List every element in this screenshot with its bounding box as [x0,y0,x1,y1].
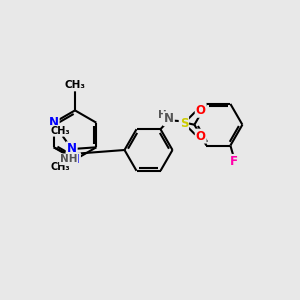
Text: S: S [180,117,188,130]
Text: N: N [49,116,59,129]
Text: N: N [67,142,77,155]
Text: CH₃: CH₃ [50,162,70,172]
Text: CH₃: CH₃ [64,80,86,91]
Text: CH₃: CH₃ [50,126,70,136]
Text: F: F [230,155,238,168]
Text: O: O [196,130,206,142]
Text: N: N [70,153,80,166]
Text: H: H [158,110,166,120]
Text: NH: NH [60,154,77,164]
Text: O: O [196,104,206,117]
Text: N: N [164,112,174,125]
